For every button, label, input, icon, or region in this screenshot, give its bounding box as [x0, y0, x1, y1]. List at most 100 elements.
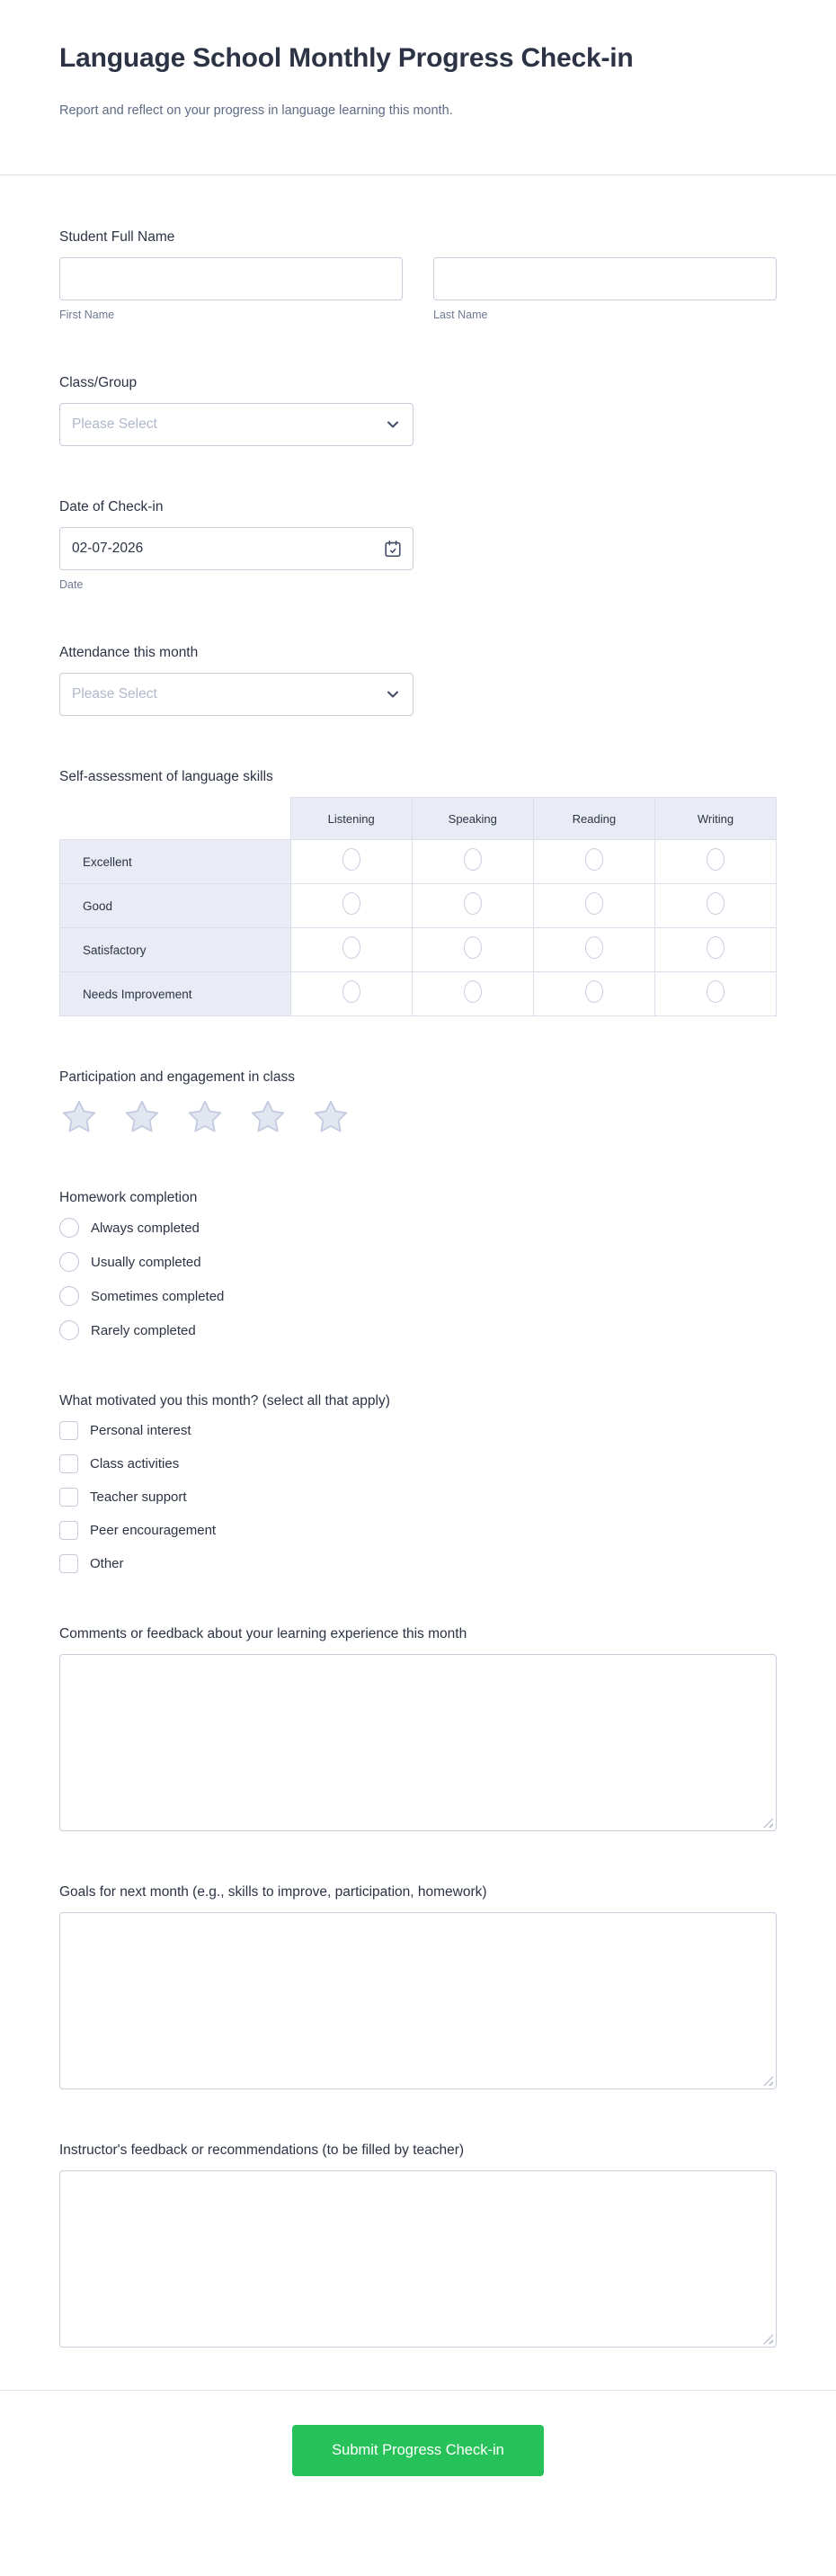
footer-divider — [0, 2390, 836, 2391]
submit-button[interactable]: Submit Progress Check-in — [292, 2425, 544, 2476]
matrix-radio-cell[interactable] — [532, 927, 655, 972]
matrix-radio[interactable] — [706, 848, 725, 871]
radio-control[interactable] — [59, 1320, 79, 1340]
matrix-radio[interactable] — [706, 936, 725, 959]
matrix-radio-cell[interactable] — [654, 971, 778, 1016]
date-checkin-label: Date of Check-in — [59, 499, 164, 514]
calendar-check-icon[interactable] — [383, 539, 403, 559]
matrix-radio[interactable] — [584, 980, 603, 1003]
option-label: Sometimes completed — [91, 1288, 225, 1304]
matrix-radio[interactable] — [706, 892, 725, 915]
matrix-radio-cell[interactable] — [532, 971, 655, 1016]
resize-handle[interactable] — [763, 1818, 773, 1828]
page-subtitle: Report and reflect on your progress in l… — [59, 103, 453, 118]
option-label: Usually completed — [91, 1254, 201, 1270]
chevron-down-icon — [387, 691, 398, 698]
matrix-header-writing: Writing — [654, 797, 778, 840]
matrix-radio[interactable] — [463, 848, 482, 871]
radio-control[interactable] — [59, 1252, 79, 1272]
checkbox-control[interactable] — [59, 1454, 78, 1473]
student-name-label: Student Full Name — [59, 229, 175, 245]
matrix-radio[interactable] — [584, 892, 603, 915]
checkbox-option-teacher-support[interactable]: Teacher support — [59, 1488, 777, 1507]
checkbox-control[interactable] — [59, 1421, 78, 1440]
matrix-radio[interactable] — [584, 848, 603, 871]
question-student-name: Student Full Name First Name Last Name — [59, 229, 777, 322]
matrix-radio-cell[interactable] — [289, 971, 413, 1016]
matrix-row-label: Good — [59, 883, 291, 928]
last-name-input[interactable] — [433, 257, 777, 300]
matrix-table: Listening Speaking Reading Writing Excel… — [59, 797, 778, 1016]
matrix-radio-cell[interactable] — [289, 839, 413, 884]
matrix-radio-cell[interactable] — [411, 971, 534, 1016]
matrix-radio-cell[interactable] — [532, 839, 655, 884]
matrix-radio[interactable] — [342, 848, 360, 871]
radio-option-usually[interactable]: Usually completed — [59, 1252, 777, 1272]
attendance-select[interactable]: Please Select — [59, 673, 414, 716]
checkbox-control[interactable] — [59, 1488, 78, 1507]
star-icon[interactable] — [248, 1097, 288, 1137]
class-group-select[interactable]: Please Select — [59, 403, 414, 446]
checkbox-option-other[interactable]: Other — [59, 1554, 777, 1573]
star-icon[interactable] — [311, 1097, 351, 1137]
matrix-row-label: Needs Improvement — [59, 971, 291, 1016]
goals-field — [59, 1912, 777, 2089]
question-comments: Comments or feedback about your learning… — [59, 1626, 777, 1831]
homework-label: Homework completion — [59, 1190, 198, 1205]
matrix-radio[interactable] — [584, 936, 603, 959]
resize-handle[interactable] — [763, 2076, 773, 2086]
matrix-radio[interactable] — [342, 936, 360, 959]
matrix-header-listening: Listening — [289, 797, 413, 840]
matrix-corner-cell — [60, 798, 291, 840]
question-motivation: What motivated you this month? (select a… — [59, 1393, 777, 1573]
question-class-group: Class/Group Please Select — [59, 375, 777, 446]
matrix-header-speaking: Speaking — [411, 797, 534, 840]
matrix-radio-cell[interactable] — [654, 927, 778, 972]
radio-option-sometimes[interactable]: Sometimes completed — [59, 1286, 777, 1306]
option-label: Teacher support — [90, 1489, 187, 1505]
participation-label: Participation and engagement in class — [59, 1069, 295, 1085]
resize-handle[interactable] — [763, 2334, 773, 2344]
star-icon[interactable] — [185, 1097, 225, 1137]
instructor-feedback-textarea[interactable] — [59, 2170, 777, 2348]
matrix-radio-cell[interactable] — [411, 883, 534, 928]
matrix-radio[interactable] — [463, 936, 482, 959]
matrix-radio[interactable] — [342, 980, 360, 1003]
date-input[interactable] — [60, 528, 413, 569]
matrix-radio-cell[interactable] — [411, 927, 534, 972]
last-name-col: Last Name — [433, 257, 777, 322]
attendance-select-value: Please Select — [72, 686, 157, 702]
checkbox-control[interactable] — [59, 1554, 78, 1573]
checkbox-option-personal-interest[interactable]: Personal interest — [59, 1421, 777, 1440]
first-name-input[interactable] — [59, 257, 403, 300]
matrix-radio[interactable] — [706, 980, 725, 1003]
star-icon[interactable] — [122, 1097, 162, 1137]
radio-control[interactable] — [59, 1286, 79, 1306]
matrix-header-row: Listening Speaking Reading Writing — [60, 797, 778, 840]
matrix-radio[interactable] — [463, 980, 482, 1003]
comments-textarea[interactable] — [59, 1654, 777, 1831]
question-goals: Goals for next month (e.g., skills to im… — [59, 1884, 777, 2089]
matrix-radio-cell[interactable] — [654, 839, 778, 884]
matrix-row-label: Satisfactory — [59, 927, 291, 972]
matrix-radio[interactable] — [463, 892, 482, 915]
matrix-radio-cell[interactable] — [654, 883, 778, 928]
matrix-radio-cell[interactable] — [289, 883, 413, 928]
radio-option-rarely[interactable]: Rarely completed — [59, 1320, 777, 1340]
matrix-radio-cell[interactable] — [532, 883, 655, 928]
comments-label: Comments or feedback about your learning… — [59, 1626, 467, 1641]
matrix-radio-cell[interactable] — [411, 839, 534, 884]
radio-control[interactable] — [59, 1218, 79, 1238]
checkbox-control[interactable] — [59, 1521, 78, 1540]
goals-textarea[interactable] — [59, 1912, 777, 2089]
matrix-row-excellent: Excellent — [59, 839, 778, 884]
checkbox-option-class-activities[interactable]: Class activities — [59, 1454, 777, 1473]
option-label: Always completed — [91, 1220, 200, 1236]
radio-option-always[interactable]: Always completed — [59, 1218, 777, 1238]
matrix-radio-cell[interactable] — [289, 927, 413, 972]
matrix-radio[interactable] — [342, 892, 360, 915]
checkbox-option-peer-encouragement[interactable]: Peer encouragement — [59, 1521, 777, 1540]
matrix-row-good: Good — [59, 883, 778, 928]
star-icon[interactable] — [59, 1097, 99, 1137]
name-row: First Name Last Name — [59, 257, 777, 322]
